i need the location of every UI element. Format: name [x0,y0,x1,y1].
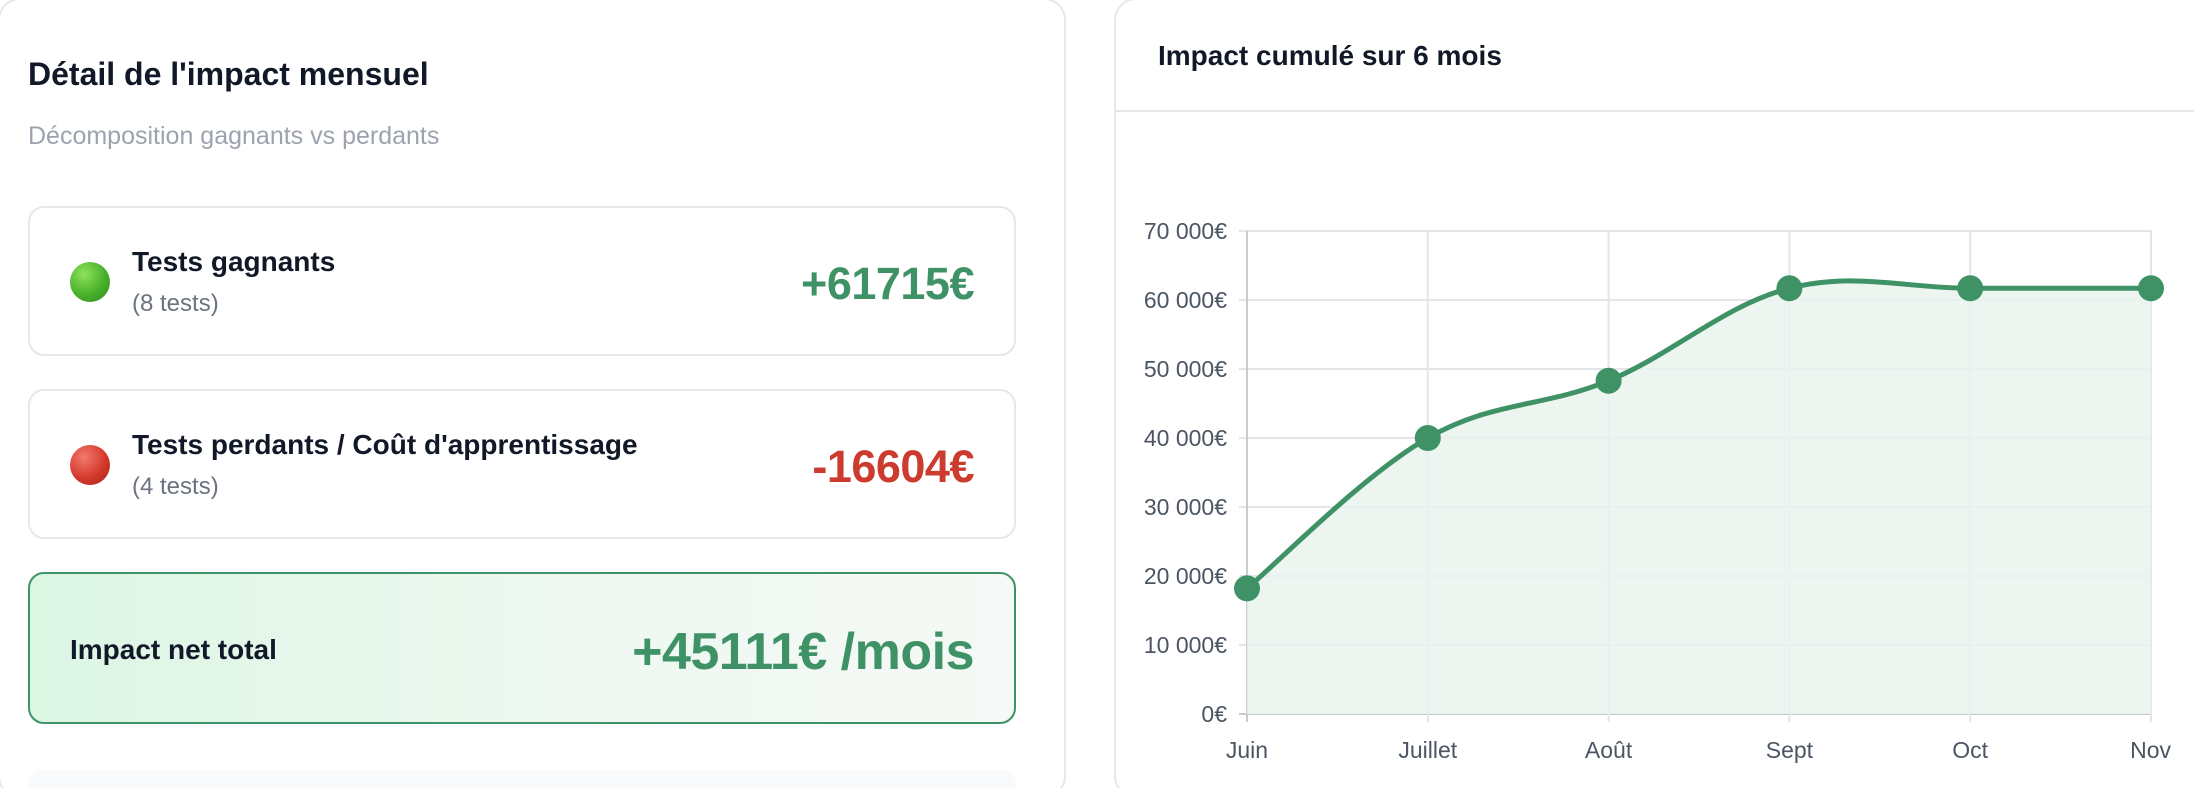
chart-series-line [1244,278,2154,591]
x-tick-label: Oct [1952,737,1988,763]
x-tick-label: Août [1585,737,1633,763]
x-tick-label: Sept [1766,737,1814,763]
y-tick-label: 50 000€ [1144,356,1227,382]
data-point[interactable] [1595,367,1622,394]
winning-tests-count: (8 tests) [132,290,219,317]
y-tick-label: 20 000€ [1144,563,1227,589]
monthly-impact-card: Détail de l'impact mensuel Décomposition… [0,0,1066,788]
winning-tests-value: +61715€ [801,258,974,309]
data-point[interactable] [1234,575,1260,602]
x-tick-label: Juillet [1398,737,1457,763]
chart-title: Impact cumulé sur 6 mois [1158,40,1502,71]
losing-tests-label: Tests perdants / Coût d'apprentissage [132,429,638,460]
green-circle-icon [70,262,110,302]
losing-tests-count: (4 tests) [132,473,219,500]
chart-points [1234,275,2164,602]
next-row-placeholder [28,770,1016,788]
x-tick-label: Juin [1226,737,1268,763]
data-point[interactable] [1776,275,1803,302]
losing-tests-row: Tests perdants / Coût d'apprentissage (4… [28,389,1016,539]
card-title: Détail de l'impact mensuel [28,56,429,92]
chart-card-header: Impact cumulé sur 6 mois [1116,0,2194,112]
net-impact-label: Impact net total [70,634,277,665]
chart-area-fill [1247,280,2151,714]
card-subtitle: Décomposition gagnants vs perdants [28,122,440,150]
winning-tests-label: Tests gagnants [132,246,336,277]
y-tick-label: 60 000€ [1144,287,1227,313]
losing-tests-value: -16604€ [812,441,974,492]
data-point[interactable] [2138,275,2164,302]
y-tick-label: 40 000€ [1144,425,1227,451]
y-tick-label: 30 000€ [1144,494,1227,520]
y-tick-label: 0€ [1201,701,1227,727]
y-tick-label: 10 000€ [1144,632,1227,658]
data-point[interactable] [1414,425,1441,451]
chart-x-tick-labels: Juin Juillet Août Sept Oct Nov [1226,737,2172,763]
chart-y-tick-labels: 0€ 10 000€ 20 000€ 30 000€ 40 000€ 50 000€ 60 … [1144,218,1227,727]
x-tick-label: Nov [2130,737,2171,763]
winning-tests-row: Tests gagnants (8 tests) +61715€ [28,206,1016,356]
net-impact-value: +45111€ /mois [632,623,974,681]
red-circle-icon [70,445,110,485]
y-tick-label: 70 000€ [1144,218,1227,244]
data-point[interactable] [1957,275,1984,302]
net-impact-box: Impact net total +45111€ /mois [28,572,1016,724]
